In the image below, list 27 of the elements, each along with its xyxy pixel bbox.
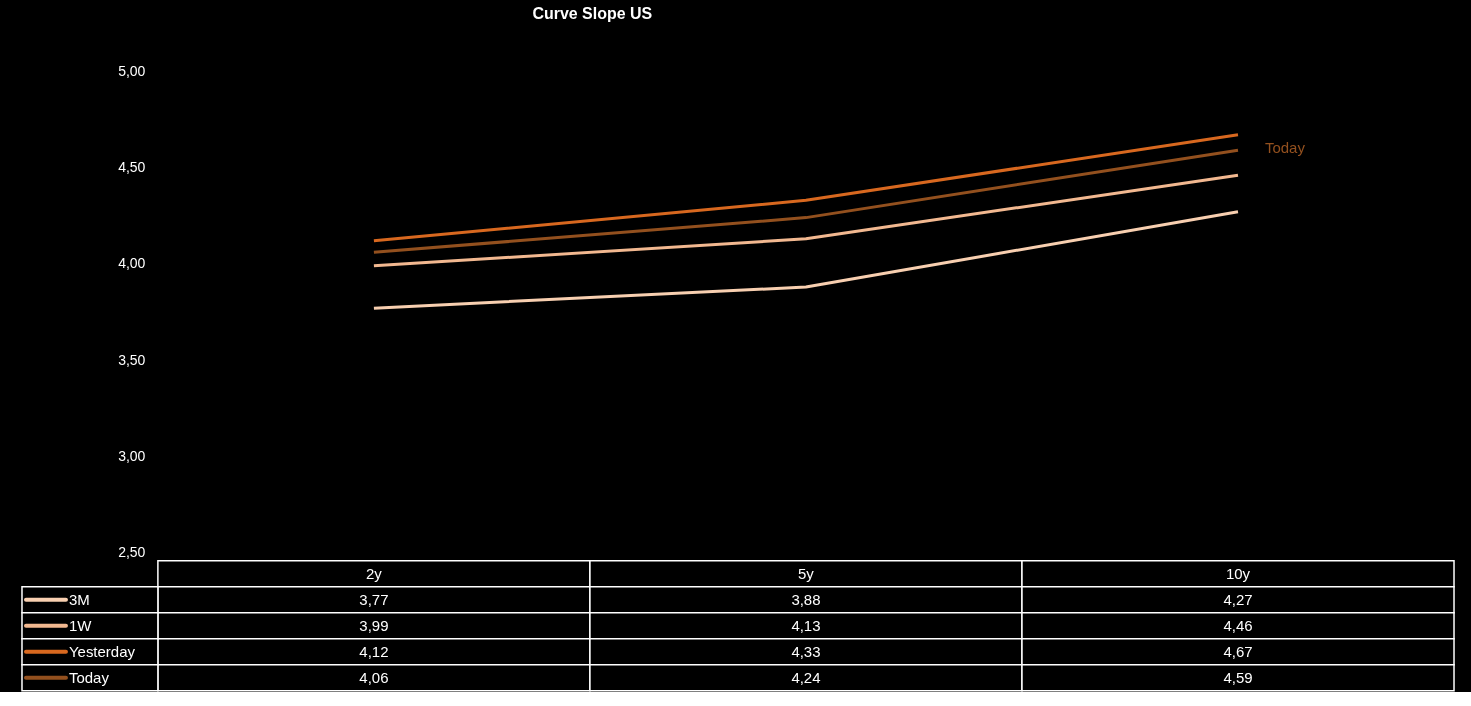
data-label: 4,67 [1223,642,1253,660]
annotation: Today [1264,139,1306,157]
y-tick-label: 3,50 [118,351,146,368]
y-tick-label: 5,00 [118,62,146,79]
data-label: 3,99 [359,616,389,634]
y-tick-label: 4,00 [118,255,146,272]
data-label: 4,33 [791,642,821,660]
data-label: 4,59 [1223,668,1253,686]
data-label: 4,27 [1223,590,1253,608]
legend-label: Today [68,668,110,686]
y-tick-label: 2,50 [118,544,146,561]
data-label: 4,46 [1223,616,1253,634]
x-tick-label: 5y [798,564,815,582]
chart-title: Curve Slope US [532,5,653,23]
data-label: 4,13 [791,616,821,634]
x-tick-label: 10y [1225,564,1251,582]
data-label: 3,77 [359,590,389,608]
legend-label: Yesterday [68,642,136,660]
data-label: 3,88 [791,590,821,608]
y-tick-label: 3,00 [118,448,146,465]
legend-label: 3M [68,590,90,608]
data-label: 4,06 [359,668,389,686]
data-label: 4,24 [791,668,821,686]
y-tick-label: 4,50 [118,159,146,176]
legend-label: 1W [68,616,93,634]
data-label: 4,12 [359,642,389,660]
x-tick-label: 2y [366,564,383,582]
